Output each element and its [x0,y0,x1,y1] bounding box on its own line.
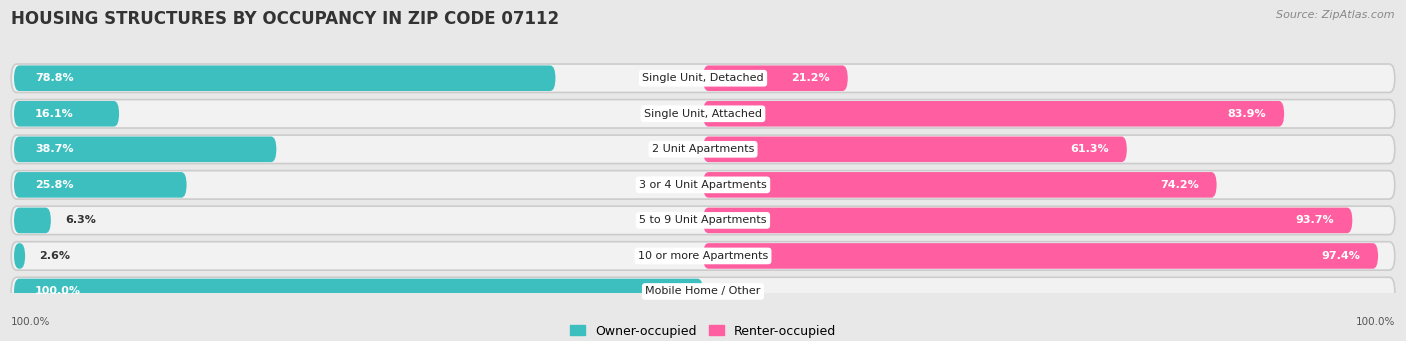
FancyBboxPatch shape [11,64,1395,92]
Text: 21.2%: 21.2% [792,73,830,83]
Text: 6.3%: 6.3% [65,216,96,225]
FancyBboxPatch shape [11,100,1395,128]
Text: 83.9%: 83.9% [1227,109,1265,119]
Text: 74.2%: 74.2% [1160,180,1198,190]
FancyBboxPatch shape [703,243,1378,269]
Text: 2.6%: 2.6% [39,251,70,261]
Text: 3 or 4 Unit Apartments: 3 or 4 Unit Apartments [640,180,766,190]
FancyBboxPatch shape [11,206,1395,235]
FancyBboxPatch shape [11,135,1395,164]
Text: HOUSING STRUCTURES BY OCCUPANCY IN ZIP CODE 07112: HOUSING STRUCTURES BY OCCUPANCY IN ZIP C… [11,10,560,28]
FancyBboxPatch shape [14,208,51,233]
Text: 100.0%: 100.0% [11,317,51,327]
Legend: Owner-occupied, Renter-occupied: Owner-occupied, Renter-occupied [565,320,841,341]
FancyBboxPatch shape [11,170,1395,199]
Text: Source: ZipAtlas.com: Source: ZipAtlas.com [1277,10,1395,20]
FancyBboxPatch shape [703,208,1353,233]
FancyBboxPatch shape [14,65,555,91]
Text: 78.8%: 78.8% [35,73,73,83]
FancyBboxPatch shape [11,242,1395,270]
FancyBboxPatch shape [703,136,1126,162]
FancyBboxPatch shape [14,136,277,162]
Text: 97.4%: 97.4% [1322,251,1360,261]
Text: 100.0%: 100.0% [35,286,82,296]
Text: 25.8%: 25.8% [35,180,73,190]
Text: 93.7%: 93.7% [1295,216,1334,225]
Text: 5 to 9 Unit Apartments: 5 to 9 Unit Apartments [640,216,766,225]
Text: Single Unit, Detached: Single Unit, Detached [643,73,763,83]
Text: Mobile Home / Other: Mobile Home / Other [645,286,761,296]
FancyBboxPatch shape [703,172,1216,198]
FancyBboxPatch shape [11,277,1395,306]
Text: 16.1%: 16.1% [35,109,73,119]
FancyBboxPatch shape [14,243,25,269]
Text: 2 Unit Apartments: 2 Unit Apartments [652,144,754,154]
FancyBboxPatch shape [14,172,187,198]
Text: 61.3%: 61.3% [1070,144,1109,154]
Text: 10 or more Apartments: 10 or more Apartments [638,251,768,261]
Text: 100.0%: 100.0% [1355,317,1395,327]
FancyBboxPatch shape [14,279,703,304]
Text: 38.7%: 38.7% [35,144,73,154]
FancyBboxPatch shape [703,101,1284,127]
FancyBboxPatch shape [703,65,848,91]
FancyBboxPatch shape [14,101,120,127]
Text: Single Unit, Attached: Single Unit, Attached [644,109,762,119]
